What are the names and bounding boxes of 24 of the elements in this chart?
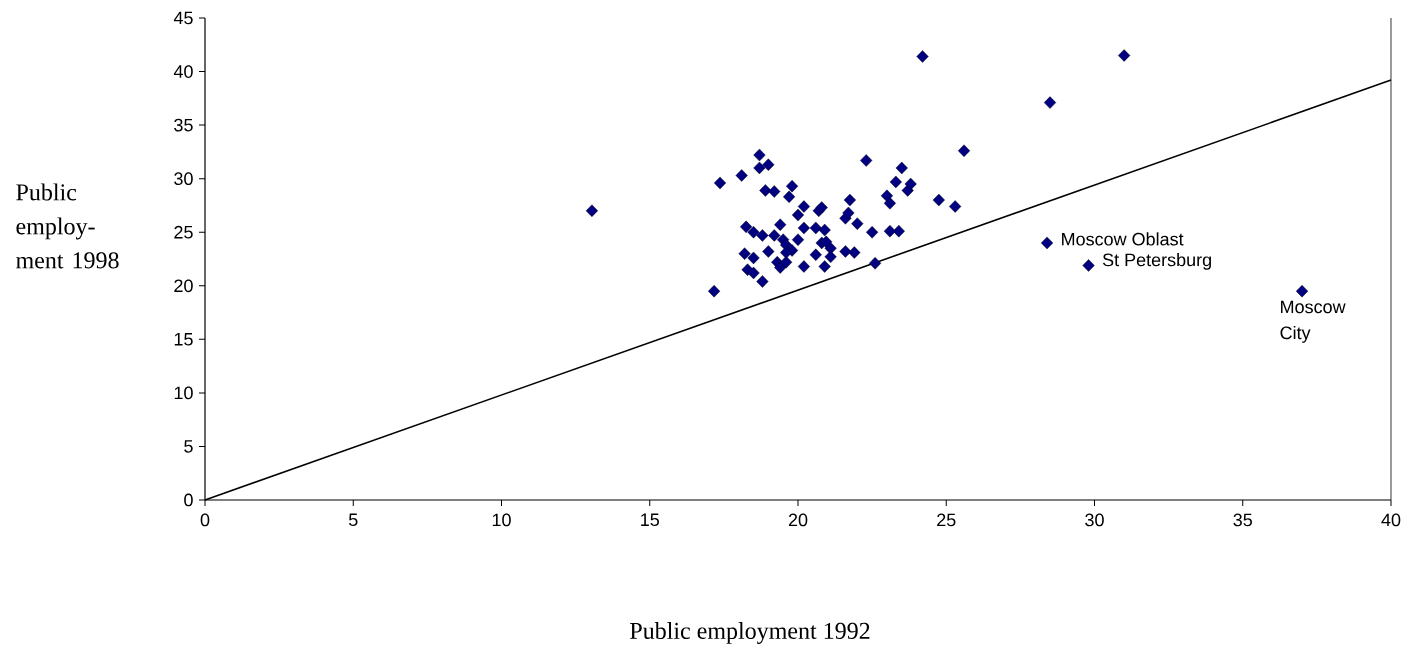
y-tick-label: 15 <box>174 333 193 346</box>
annotation: Moscow Oblast <box>1062 232 1184 246</box>
y-tick-label: 20 <box>174 279 193 293</box>
x-axis-title: Public employment 1992 <box>630 622 870 644</box>
y-tick-label: 35 <box>174 118 193 132</box>
x-tick-label: 35 <box>1233 513 1252 527</box>
y-tick-label: 10 <box>174 386 193 400</box>
y-tick-label: 5 <box>184 440 193 453</box>
x-tick-label: 5 <box>348 513 358 527</box>
x-tick-label: 0 <box>200 513 210 527</box>
y-axis-title: Public employ-ment 1998 <box>16 183 119 269</box>
y-tick-label: 25 <box>174 225 193 239</box>
y-tick-label: 40 <box>173 65 193 78</box>
y-tick-label: 0 <box>184 493 193 507</box>
annotation: St Petersburg <box>1102 253 1211 270</box>
x-tick-label: 20 <box>788 513 808 527</box>
annotation: Moscow City <box>1280 300 1346 343</box>
x-tick-label: 10 <box>492 513 511 527</box>
x-tick-label: 40 <box>1381 513 1401 527</box>
x-tick-label: 15 <box>641 513 659 527</box>
y-tick-label: 45 <box>173 11 193 25</box>
y-tick-label: 30 <box>174 172 193 186</box>
x-tick-label: 25 <box>937 513 956 527</box>
x-tick-label: 30 <box>1085 513 1104 527</box>
